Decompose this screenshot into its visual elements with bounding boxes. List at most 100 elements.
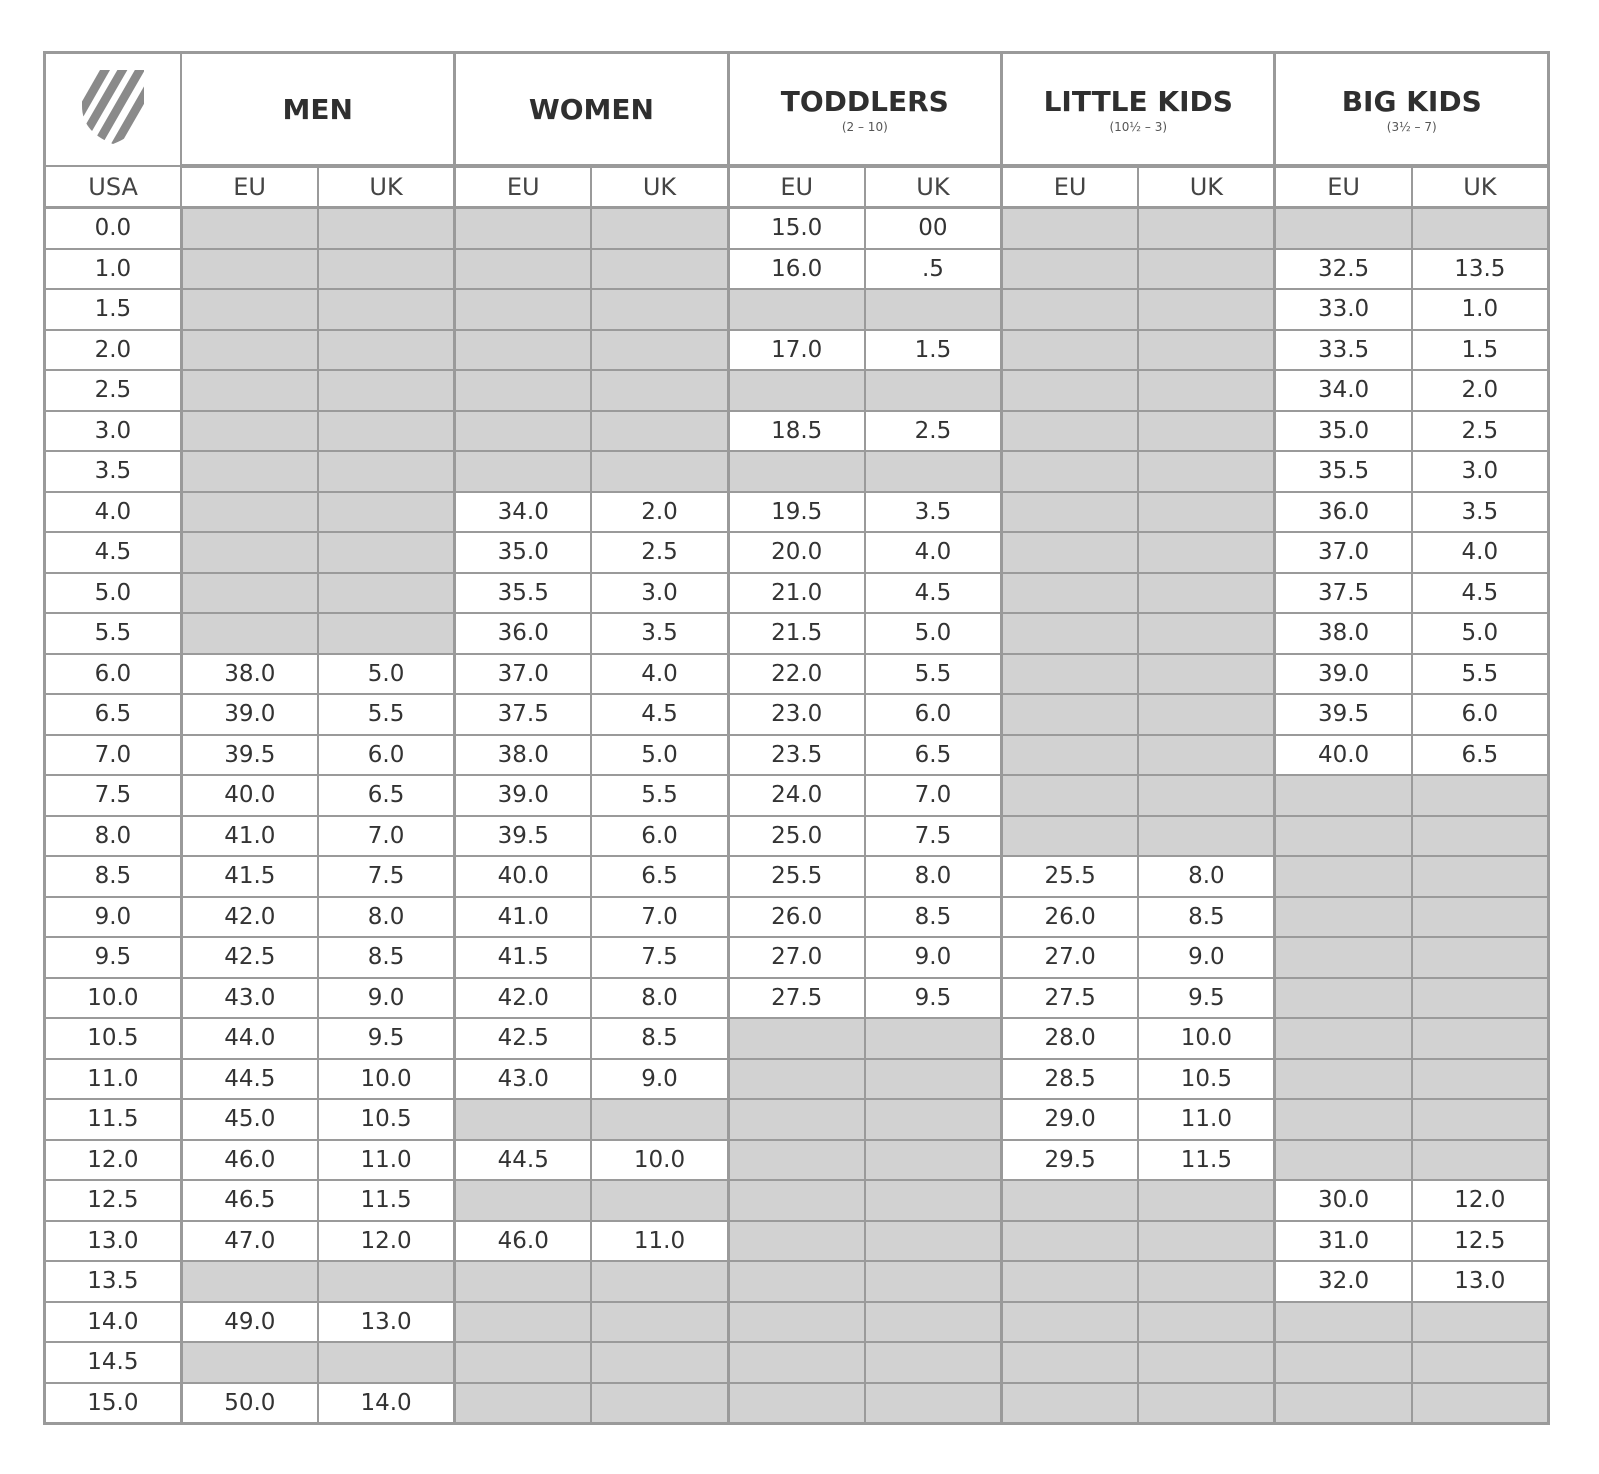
empty-cell (1000, 774, 1140, 817)
empty-cell (1137, 206, 1277, 250)
empty-cell (453, 1341, 593, 1384)
empty-cell (727, 1381, 866, 1425)
empty-cell (1137, 450, 1277, 493)
size-cell: 16.0 (727, 247, 866, 290)
size-cell: 39.0 (1273, 652, 1413, 695)
size-cell: 36.0 (453, 612, 593, 655)
empty-cell (1137, 409, 1277, 452)
usa-size-cell: 11.5 (43, 1098, 183, 1141)
size-cell: 9.0 (590, 1057, 730, 1100)
usa-size-cell: 12.5 (43, 1179, 183, 1222)
size-cell: 11.5 (1137, 1138, 1277, 1181)
size-chart-table: MEN WOMEN TODDLERS (2 – 10) LITTLE KIDS (10½ … (43, 51, 1550, 1425)
empty-cell (863, 1179, 1004, 1222)
size-cell: 10.5 (1137, 1057, 1277, 1100)
usa-size-cell: 14.0 (43, 1300, 183, 1343)
usa-size-cell: 2.0 (43, 328, 183, 371)
table-row: 6.5 39.0 5.5 37.5 4.5 23.0 6.0 39.5 6.0 (43, 693, 1550, 736)
table-body: 0.0 15.0 00 1.0 16.0.5 32.5 13.5 1.5 33.0 1.0 2.0 1… (43, 206, 1550, 1425)
usa-size-cell: 8.5 (43, 855, 183, 898)
size-cell: 26.0 (1000, 895, 1140, 938)
size-cell: 42.5 (453, 1017, 593, 1060)
table-row: 10.5 44.0 9.5 42.5 8.5 28.0 10.0 (43, 1017, 1550, 1060)
size-cell: 39.0 (453, 774, 593, 817)
size-cell: 43.0 (453, 1057, 593, 1100)
table-row: 13.5 32.0 13.0 (43, 1260, 1550, 1303)
usa-size-cell: 14.5 (43, 1341, 183, 1384)
empty-cell (1410, 206, 1550, 250)
size-cell: 23.0 (727, 693, 866, 736)
table-row: 3.5 35.5 3.0 (43, 450, 1550, 493)
empty-cell (453, 206, 593, 250)
empty-cell (1137, 693, 1277, 736)
empty-cell (1137, 652, 1277, 695)
empty-cell (1273, 936, 1413, 979)
empty-cell (1273, 1300, 1413, 1343)
group-header: TODDLERS (2 – 10) (727, 51, 1004, 168)
empty-cell (1410, 1098, 1550, 1141)
size-cell: 13.0 (1410, 1260, 1550, 1303)
usa-size-cell: 15.0 (43, 1381, 183, 1425)
empty-cell (180, 369, 319, 412)
empty-cell (180, 247, 319, 290)
empty-cell (1410, 1017, 1550, 1060)
empty-cell (590, 450, 730, 493)
usa-size-cell: 9.5 (43, 936, 183, 979)
size-cell: 31.0 (1273, 1219, 1413, 1262)
empty-cell (1410, 936, 1550, 979)
empty-cell (180, 206, 319, 250)
table-row: 5.5 36.0 3.5 21.5 5.0 38.0 5.0 (43, 612, 1550, 655)
group-title: TODDLERS (780, 84, 949, 118)
table-row: 7.5 40.0 6.5 39.0 5.5 24.0 7.0 (43, 774, 1550, 817)
size-cell: 46.0 (453, 1219, 593, 1262)
empty-cell (1273, 1341, 1413, 1384)
size-cell: 7.0 (863, 774, 1004, 817)
table-row: 7.0 39.5 6.0 38.0 5.0 23.5 6.5 40.0 6.5 (43, 733, 1550, 776)
size-cell: 40.0 (1273, 733, 1413, 776)
empty-cell (1410, 976, 1550, 1019)
empty-cell (1410, 1381, 1550, 1425)
empty-cell (453, 288, 593, 331)
size-cell: 35.5 (453, 571, 593, 614)
size-cell: 2.5 (863, 409, 1004, 452)
group-header: BIG KIDS (3½ – 7) (1273, 51, 1550, 168)
empty-cell (727, 450, 866, 493)
empty-cell (453, 1260, 593, 1303)
size-cell: 3.5 (863, 490, 1004, 533)
empty-cell (1137, 1381, 1277, 1425)
empty-cell (1000, 288, 1140, 331)
empty-cell (1137, 814, 1277, 857)
empty-cell (1137, 774, 1277, 817)
empty-cell (1000, 450, 1140, 493)
empty-cell (453, 409, 593, 452)
usa-size-cell: 3.0 (43, 409, 183, 452)
empty-cell (1273, 895, 1413, 938)
size-cell: 17.0 (727, 328, 866, 371)
empty-cell (1273, 1057, 1413, 1100)
size-cell: 27.0 (1000, 936, 1140, 979)
empty-cell (863, 1260, 1004, 1303)
empty-cell (590, 369, 730, 412)
group-title: MEN (282, 92, 353, 126)
empty-cell (1137, 369, 1277, 412)
empty-cell (1410, 1300, 1550, 1343)
empty-cell (1000, 247, 1140, 290)
column-header: UK (316, 165, 457, 209)
table-row: 6.0 38.0 5.0 37.0 4.0 22.0 5.5 39.0 5.5 (43, 652, 1550, 695)
size-cell: 38.0 (180, 652, 319, 695)
empty-cell (1000, 1219, 1140, 1262)
empty-cell (316, 369, 457, 412)
size-cell: 4.0 (863, 531, 1004, 574)
empty-cell (316, 571, 457, 614)
brand-logo (82, 70, 145, 144)
size-cell: 5.0 (863, 612, 1004, 655)
empty-cell (1273, 855, 1413, 898)
size-cell: 34.0 (453, 490, 593, 533)
empty-cell (590, 288, 730, 331)
size-cell: 3.5 (590, 612, 730, 655)
empty-cell (453, 1381, 593, 1425)
size-cell: 5.0 (316, 652, 457, 695)
empty-cell (180, 450, 319, 493)
size-cell: 6.0 (863, 693, 1004, 736)
empty-cell (316, 409, 457, 452)
